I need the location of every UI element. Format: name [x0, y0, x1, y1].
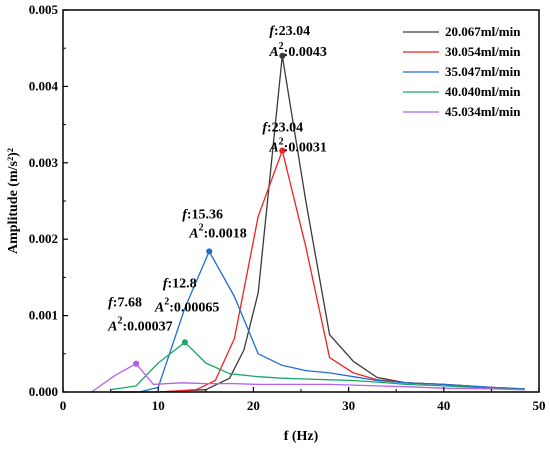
- peak-annotation: f:12.8 A2:0.00065: [154, 276, 220, 315]
- annotation-a-symbol: A: [154, 300, 164, 315]
- legend: 20.067ml/min 30.054ml/min 35.047ml/min 40.0…: [403, 24, 521, 119]
- series-line: [110, 341, 525, 391]
- x-axis-ticks: 0 10 20 30 40 50: [60, 387, 546, 413]
- x-axis-title: f (Hz): [284, 429, 319, 444]
- peak-point: [206, 248, 213, 255]
- annotation-f-symbol: f: [262, 121, 268, 136]
- peak-annotation: f:23.04 A2:0.0043: [268, 24, 327, 60]
- annotation-a-symbol: A: [268, 45, 278, 60]
- y-axis-title: Amplitude (m/s²)²: [6, 148, 21, 254]
- peak-markers: [133, 52, 286, 367]
- annotation-amplitude: A2:0.0031: [268, 137, 327, 156]
- x-tick-label: 10: [152, 398, 165, 413]
- legend-label: 20.067ml/min: [445, 24, 521, 39]
- annotation-amplitude: A2:0.0043: [268, 41, 327, 60]
- x-tick-label: 30: [342, 398, 355, 413]
- annotation-a-value: :0.0043: [284, 45, 327, 60]
- series-line: [110, 250, 525, 393]
- annotation-f-symbol: f: [182, 207, 188, 222]
- annotation-f-symbol: f: [108, 296, 114, 311]
- annotation-f-value: :15.36: [187, 207, 223, 222]
- y-tick-label: 0.000: [29, 384, 58, 399]
- y-tick-label: 0.005: [29, 2, 59, 17]
- peak-annotations: f:23.04A2:0.0043f:23.04A2:0.0031f:15.36A…: [107, 24, 327, 335]
- y-tick-label: 0.001: [29, 308, 58, 323]
- annotation-a-symbol: A: [188, 226, 198, 241]
- annotation-f-value: :12.8: [168, 276, 197, 291]
- annotation-f-value: :7.68: [113, 296, 142, 311]
- annotation-a-value: :0.0018: [204, 226, 247, 241]
- annotation-a-exponent: 2: [279, 137, 284, 148]
- annotation-amplitude: A2:0.0018: [188, 222, 247, 241]
- y-axis-ticks: 0.000 0.001 0.002 0.003 0.004 0.005: [29, 2, 68, 399]
- y-tick-label: 0.002: [29, 231, 58, 246]
- legend-label: 30.054ml/min: [445, 44, 521, 59]
- annotation-amplitude: A2:0.00037: [107, 316, 173, 335]
- legend-label: 45.034ml/min: [445, 104, 521, 119]
- annotation-frequency: f:12.8: [163, 276, 197, 291]
- annotation-a-symbol: A: [107, 320, 117, 335]
- annotation-a-symbol: A: [268, 141, 278, 156]
- peak-point: [279, 147, 286, 154]
- x-tick-label: 20: [247, 398, 260, 413]
- y-tick-label: 0.004: [29, 78, 59, 93]
- peak-point: [181, 339, 188, 346]
- x-tick-label: 0: [60, 398, 67, 413]
- annotation-a-exponent: 2: [164, 296, 169, 307]
- annotation-a-value: :0.00065: [169, 300, 219, 315]
- peak-point: [279, 52, 286, 59]
- y-tick-label: 0.003: [29, 155, 59, 170]
- x-tick-label: 50: [533, 398, 546, 413]
- annotation-frequency: f:7.68: [108, 296, 142, 311]
- annotation-a-value: :0.0031: [284, 141, 327, 156]
- annotation-frequency: f:23.04: [262, 121, 303, 136]
- x-tick-label: 40: [437, 398, 450, 413]
- legend-label: 40.040ml/min: [445, 84, 521, 99]
- series-line: [91, 363, 525, 393]
- annotation-a-exponent: 2: [117, 316, 122, 327]
- annotation-f-value: :23.04: [267, 121, 303, 136]
- peak-point: [133, 360, 140, 367]
- annotation-frequency: f:15.36: [182, 207, 223, 222]
- series-line: [110, 149, 525, 393]
- annotation-frequency: f:23.04: [269, 24, 310, 39]
- annotation-amplitude: A2:0.00065: [154, 296, 220, 315]
- plot-lines: [91, 55, 525, 393]
- annotation-a-exponent: 2: [199, 222, 204, 233]
- legend-label: 35.047ml/min: [445, 64, 521, 79]
- annotation-a-exponent: 2: [279, 41, 284, 52]
- annotation-a-value: :0.00037: [122, 320, 172, 335]
- annotation-f-value: :23.04: [274, 24, 310, 39]
- annotation-f-symbol: f: [269, 24, 275, 39]
- annotation-f-symbol: f: [163, 276, 169, 291]
